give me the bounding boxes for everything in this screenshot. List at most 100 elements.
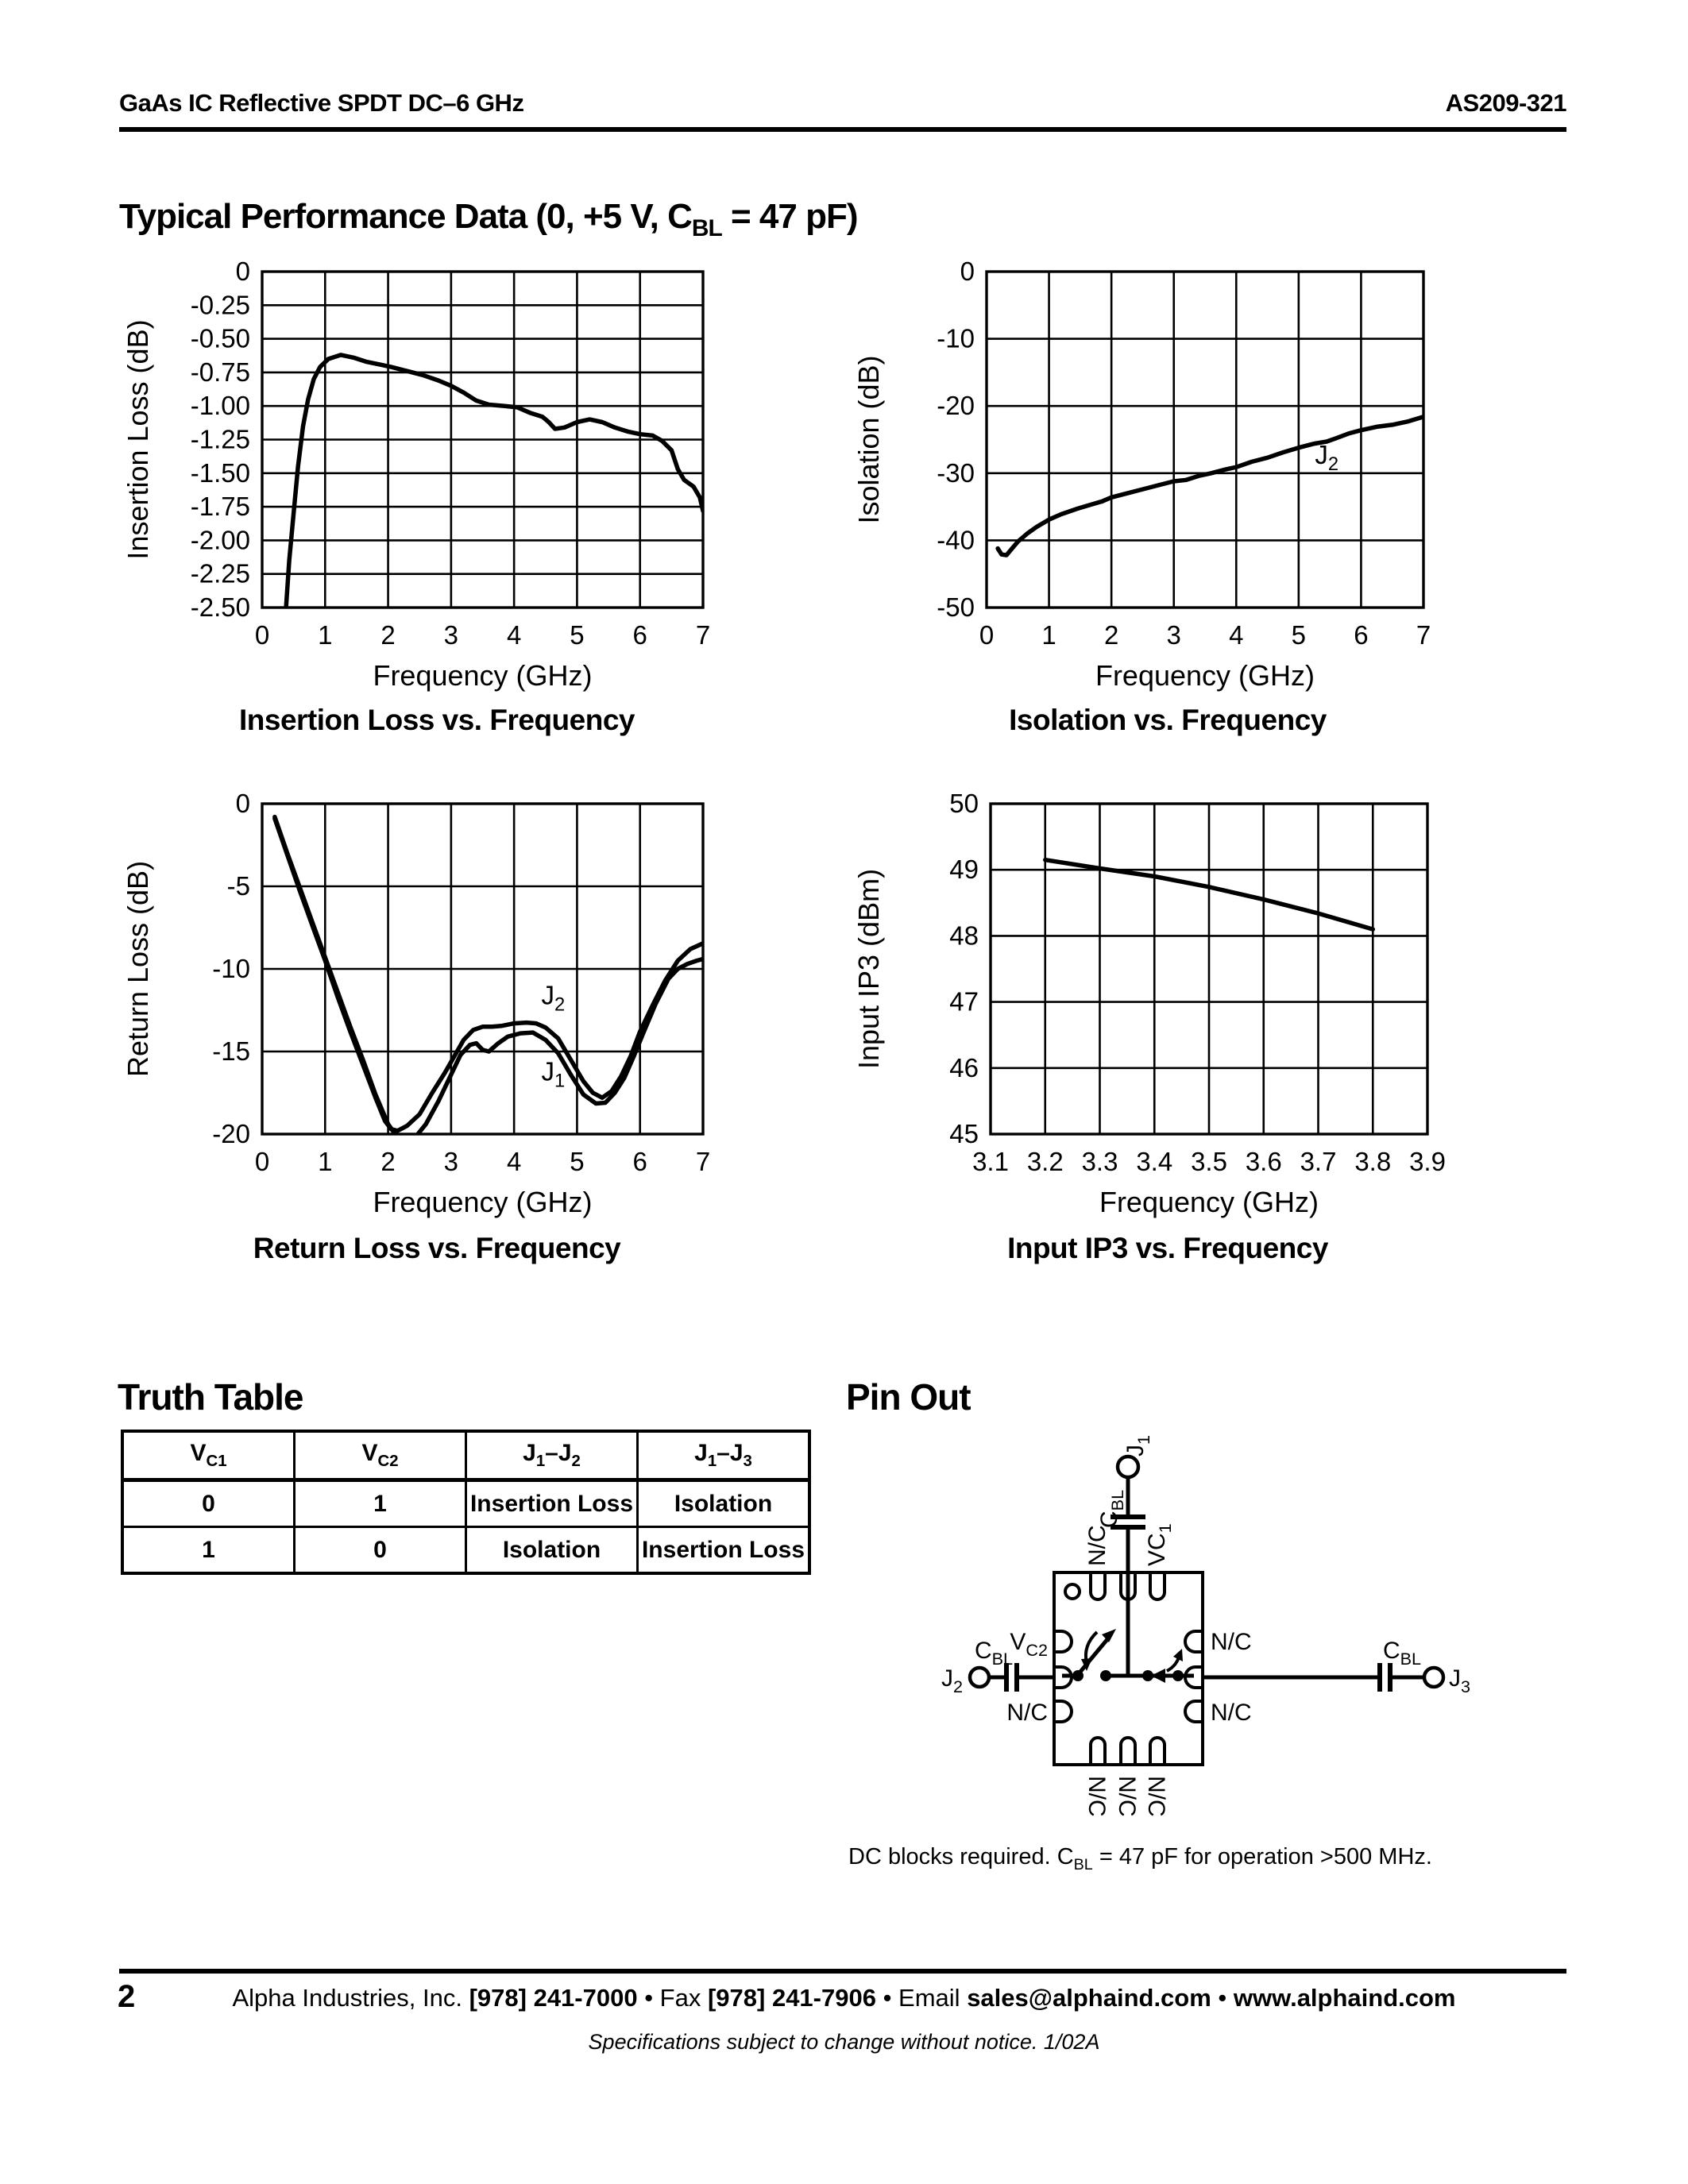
- plot-border: [989, 802, 1429, 1136]
- y-tick-label: -1.25: [191, 425, 250, 454]
- y-tick-label: -2.00: [191, 525, 250, 554]
- y-tick-label: -0.25: [191, 290, 250, 319]
- arrowhead: [1151, 1669, 1165, 1683]
- nc-pin-label: N/C: [1211, 1629, 1252, 1655]
- y-tick-label: -5: [227, 871, 250, 901]
- y-tick-label: 50: [949, 789, 979, 818]
- j2-pin-label: J2​: [941, 1665, 963, 1696]
- cbl-label: CBL​: [975, 1638, 1013, 1669]
- pin-notch: [1149, 1736, 1166, 1764]
- x-tick-label: 7: [696, 620, 710, 650]
- y-axis-title: Return Loss (dB): [122, 861, 154, 1077]
- y-tick-label: -20: [937, 391, 975, 420]
- x-tick-label: 3.3: [1082, 1147, 1118, 1176]
- x-tick-label: 5: [1292, 620, 1306, 650]
- x-tick-label: 2: [1104, 620, 1118, 650]
- x-tick-label: 6: [633, 620, 647, 650]
- x-tick-label: 0: [255, 1147, 269, 1176]
- x-tick-label: 7: [696, 1147, 710, 1176]
- y-axis-title: Input IP3 (dBm): [852, 869, 885, 1069]
- x-tick-label: 1: [318, 1147, 332, 1176]
- nc-pin-label: N/C: [1083, 1776, 1110, 1817]
- truth-table-cell: 1: [121, 1526, 295, 1575]
- y-tick-label: 48: [949, 920, 979, 950]
- x-tick-label: 0: [979, 620, 994, 650]
- y-tick-label: 47: [949, 987, 979, 1017]
- x-tick-label: 1: [1041, 620, 1056, 650]
- switch-node: [1100, 1670, 1111, 1681]
- vc2-pin-label: VC2​: [1010, 1629, 1048, 1660]
- y-tick-label: -1.50: [191, 458, 250, 488]
- curve-label: J1​: [541, 1056, 565, 1091]
- x-axis-title: Frequency (GHz): [1095, 659, 1315, 692]
- y-tick-label: -2.50: [191, 592, 250, 622]
- arrowhead: [1173, 1649, 1183, 1661]
- arrowhead: [1102, 1629, 1116, 1642]
- x-axis-title: Frequency (GHz): [373, 1186, 592, 1218]
- nc-pin-label: N/C: [1006, 1700, 1048, 1726]
- truth-table-header-cell: VC2: [293, 1430, 467, 1482]
- nc-pin-label: N/C: [1211, 1700, 1252, 1726]
- footer-rule: [119, 1969, 1566, 1974]
- pin1-indicator: [1064, 1583, 1081, 1600]
- footer-contact-segment: • Fax: [637, 1984, 708, 2012]
- y-tick-label: -15: [212, 1036, 250, 1066]
- x-tick-label: 5: [570, 1147, 584, 1176]
- j3-port: [1422, 1665, 1446, 1689]
- y-tick-label: 45: [949, 1119, 979, 1148]
- x-tick-label: 6: [1354, 620, 1368, 650]
- x-tick-label: 0: [255, 620, 269, 650]
- x-tick-label: 2: [380, 620, 395, 650]
- x-tick-label: 3.8: [1354, 1147, 1391, 1176]
- x-tick-label: 3: [444, 1147, 458, 1176]
- truth-table: VC1 VC2 J1–J2 J1–J3 0 1 Insertion Loss Isolati…: [121, 1430, 811, 1575]
- j2-port: [968, 1665, 991, 1689]
- dc-blocks-note: DC blocks required. CBL = 47 pF for oper…: [848, 1844, 1432, 1873]
- plot-border: [985, 270, 1425, 609]
- chart-caption: Insertion Loss vs. Frequency: [239, 704, 635, 736]
- y-tick-label: -10: [937, 324, 975, 353]
- x-tick-label: 2: [380, 1147, 395, 1176]
- header-part-number: AS209-321: [1445, 89, 1567, 117]
- pinout-diagram: J1​CBL​N/CVC1​J2​CBL​VC2​N/CJ3​CBL​N/CN/…: [941, 1435, 1470, 1817]
- truth-table-heading: Truth Table: [118, 1376, 303, 1418]
- x-tick-label: 3.7: [1300, 1147, 1337, 1176]
- x-tick-label: 3: [444, 620, 458, 650]
- chart-insertion-loss: 0 1 2 3 4 5 6 7 0 -0.25 -0.50 -0.75 -1.00 -1.25 -1.50 -…: [111, 254, 763, 766]
- pin-notch: [1149, 1573, 1166, 1601]
- x-tick-label: 3.2: [1027, 1147, 1064, 1176]
- chart-caption: Isolation vs. Frequency: [1009, 704, 1327, 736]
- x-tick-label: 6: [633, 1147, 647, 1176]
- y-axis-title: Isolation (dB): [852, 355, 885, 523]
- x-tick-label: 3.6: [1246, 1147, 1282, 1176]
- curve-label: J2​: [541, 981, 565, 1016]
- x-tick-label: 5: [570, 620, 584, 650]
- series-return-loss-j2: [272, 816, 703, 1133]
- y-tick-label: -10: [212, 954, 250, 983]
- footer-contact-segment: •: [1211, 1984, 1234, 2012]
- chart-caption: Return Loss vs. Frequency: [253, 1232, 621, 1264]
- x-axis-title: Frequency (GHz): [373, 659, 592, 692]
- plot-border: [261, 270, 705, 609]
- truth-table-cell: Insertion Loss: [465, 1479, 639, 1528]
- switch-node: [1172, 1670, 1184, 1681]
- x-tick-label: 4: [1229, 620, 1243, 650]
- x-tick-label: 3.5: [1191, 1147, 1227, 1176]
- y-tick-label: -20: [212, 1119, 250, 1148]
- truth-table-cell: Insertion Loss: [636, 1526, 811, 1575]
- chart-isolation: 0 1 2 3 4 5 6 7 0 -10 -20 -30 -40 -50 Isolation (dB) Fr…: [842, 254, 1493, 766]
- page-number: 2: [118, 1979, 136, 2014]
- nc-pin-label: N/C: [1143, 1776, 1169, 1817]
- arrowhead: [1081, 1658, 1092, 1671]
- j1-pin-label: J1​: [1122, 1435, 1153, 1457]
- y-tick-label: 0: [960, 257, 975, 286]
- y-axis-title: Insertion Loss (dB): [122, 319, 154, 559]
- switch-node: [1142, 1670, 1153, 1681]
- x-axis-title: Frequency (GHz): [1099, 1186, 1319, 1218]
- header-rule: [119, 127, 1566, 132]
- footer-contact-line: Alpha Industries, Inc. [978] 241-7000 • …: [0, 1984, 1688, 2012]
- truth-table-cell: 0: [293, 1526, 467, 1575]
- cbl-label: CBL​: [1383, 1638, 1421, 1669]
- section-title-typical-performance: Typical Performance Data (0, +5 V, CBL =…: [119, 197, 858, 241]
- insertion-loss-plot: 0 1 2 3 4 5 6 7 0 -0.25 -0.50 -0.75 -1.00 -1.25 -1.50 -…: [122, 257, 710, 692]
